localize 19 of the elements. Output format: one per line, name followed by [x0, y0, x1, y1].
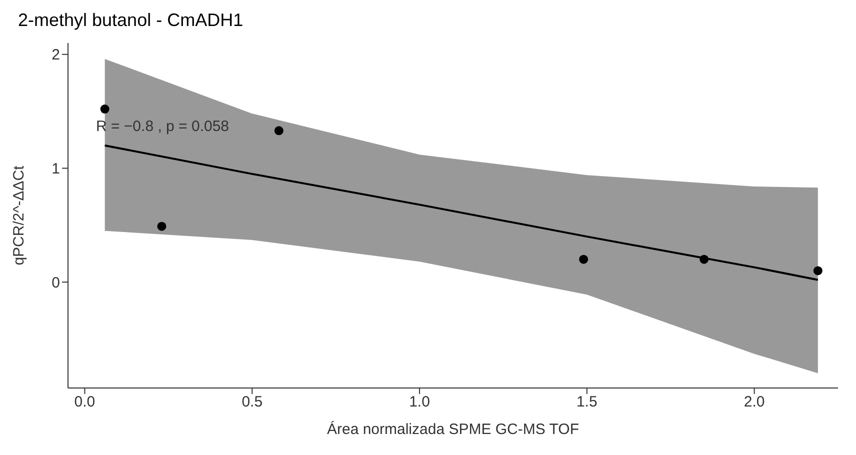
- x-tick-label: 1.0: [409, 394, 430, 411]
- annotation: R = −0.8 , p = 0.058: [96, 118, 230, 135]
- x-tick-label: 1.5: [576, 394, 598, 411]
- point: [274, 126, 284, 136]
- x-tick-label: 0.0: [74, 394, 96, 411]
- y-tick-label: 0: [52, 274, 60, 292]
- line-series: [104, 144, 819, 281]
- x-axis-title: Área normalizada SPME GC-MS TOF: [326, 420, 580, 438]
- point: [579, 254, 588, 264]
- y-tick-label: 1: [52, 160, 60, 178]
- point: [157, 222, 166, 231]
- point: [100, 104, 110, 114]
- x-tick-label: 2.0: [744, 394, 765, 411]
- chart-title: 2-methyl butanol - CmADH1: [17, 9, 244, 32]
- point: [700, 254, 709, 264]
- point: [813, 266, 822, 276]
- y-tick-label: 2: [52, 46, 60, 64]
- x-tick-label: 0.5: [242, 394, 263, 411]
- y-axis-title: qPCR/2^-ΔΔCt: [10, 164, 28, 266]
